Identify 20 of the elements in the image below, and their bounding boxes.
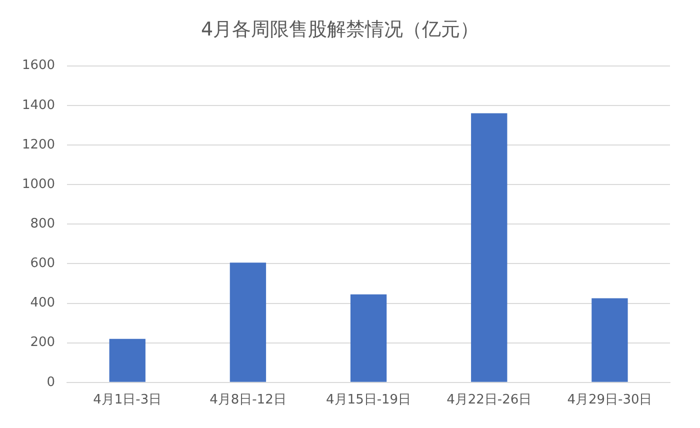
y-tick-label: 600 (30, 256, 56, 272)
x-tick-label: 4月22日-26日 (446, 392, 532, 408)
y-tick-label: 0 (46, 374, 56, 390)
y-tick-label: 400 (30, 296, 56, 311)
x-tick-label: 4月29日-30日 (567, 392, 652, 408)
bar (350, 294, 387, 382)
y-tick-label: 1000 (22, 176, 56, 192)
bar (230, 262, 266, 382)
y-tick-label: 1200 (22, 137, 56, 152)
bar (109, 338, 146, 382)
y-tick-label: 800 (30, 216, 56, 232)
y-tick-label: 1400 (22, 98, 56, 113)
x-tick-label: 4月8日-12日 (210, 392, 286, 408)
x-tick-label: 4月1日-3日 (93, 392, 162, 408)
bar (592, 298, 628, 382)
y-tick-label: 1600 (22, 58, 56, 74)
chart-title: 4月各周限售股解禁情况（亿元） (200, 18, 480, 40)
y-tick-label: 200 (30, 335, 56, 350)
bar (471, 113, 508, 382)
x-tick-label: 4月15日-19日 (326, 392, 412, 408)
